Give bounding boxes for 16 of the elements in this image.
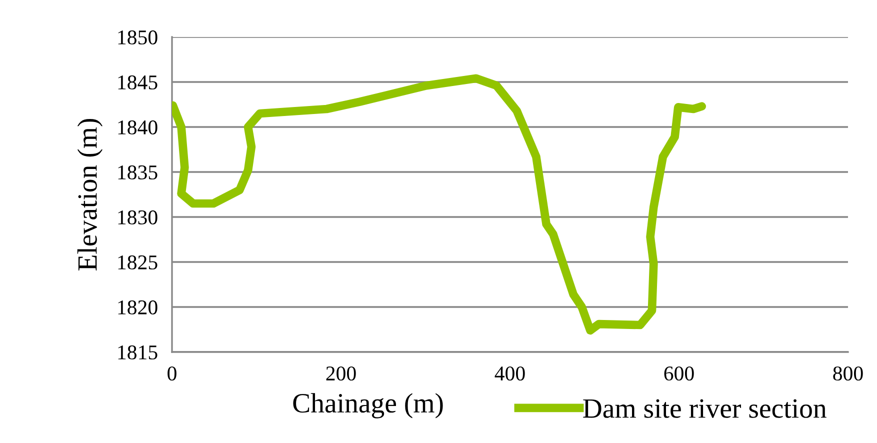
- x-tick-label: 200: [326, 366, 356, 381]
- y-tick-label: 1815: [118, 345, 158, 360]
- x-tick-label: 600: [664, 366, 694, 381]
- y-tick-label: 1825: [118, 255, 158, 270]
- x-tick-label: 400: [494, 366, 525, 381]
- y-tick-label: 1835: [118, 165, 158, 180]
- y-tick-label: 1820: [118, 300, 158, 314]
- x-tick-label: 0: [168, 366, 176, 381]
- y-tick-label: 1840: [118, 120, 158, 134]
- y-tick-label: 1845: [118, 75, 158, 90]
- x-tick-label: 800: [833, 366, 863, 381]
- y-tick-label: 1830: [118, 210, 158, 224]
- x-axis-title: Chainage (m): [293, 393, 443, 418]
- y-tick-label: 1850: [118, 30, 158, 44]
- legend-label: Dam site river section: [583, 399, 826, 418]
- y-axis-title: Elevation (m): [77, 118, 103, 270]
